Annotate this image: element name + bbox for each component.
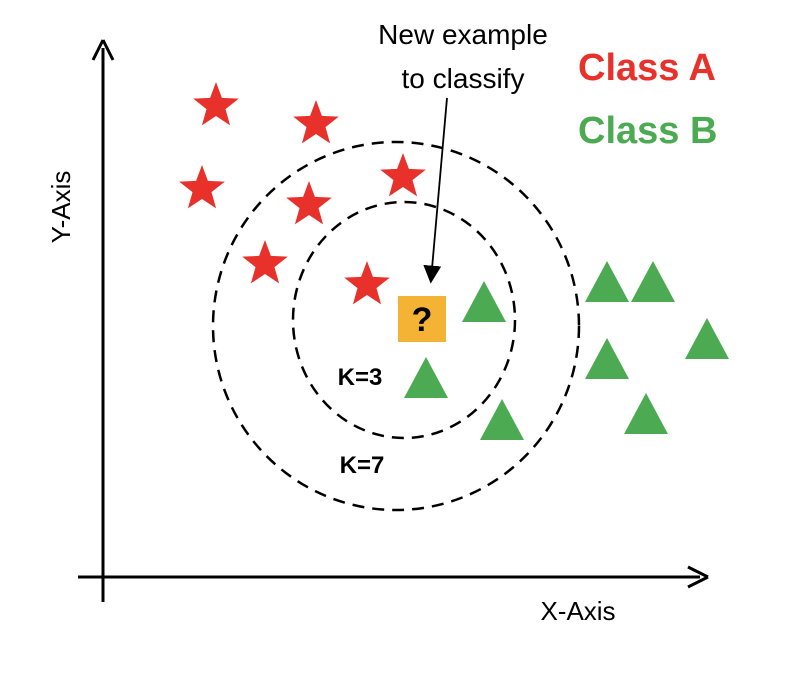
query-point: ? xyxy=(398,296,446,342)
star-icon xyxy=(193,82,239,126)
triangle-icon xyxy=(585,261,629,302)
legend-class-b: Class B xyxy=(578,110,717,152)
star-icon xyxy=(286,181,332,225)
legend-class-a: Class A xyxy=(578,47,716,89)
y-axis-arrowhead xyxy=(91,39,115,61)
k3-label: K=3 xyxy=(338,364,383,391)
triangle-icon xyxy=(462,281,506,322)
star-icon xyxy=(344,261,390,305)
query-box xyxy=(398,296,446,342)
triangle-icon xyxy=(480,399,524,440)
triangle-icon xyxy=(685,318,729,359)
triangle-icon xyxy=(631,261,675,302)
k7-label: K=7 xyxy=(340,452,385,479)
annotation-line-2: to classify xyxy=(402,63,525,94)
star-icon xyxy=(380,153,426,197)
x-axis-label: X-Axis xyxy=(540,596,615,626)
y-axis-label: Y-Axis xyxy=(46,171,76,244)
triangle-icon xyxy=(404,357,448,398)
question-mark-icon: ? xyxy=(412,301,433,339)
star-icon xyxy=(242,240,288,284)
triangle-icon xyxy=(624,393,668,434)
star-icon xyxy=(179,165,225,209)
k3-circle xyxy=(291,200,517,440)
class-a-points xyxy=(179,82,426,305)
class-b-points xyxy=(404,261,729,440)
annotation-line-1: New example xyxy=(378,19,548,50)
star-icon xyxy=(293,100,339,144)
x-axis-arrowhead xyxy=(687,565,709,589)
k7-circle xyxy=(211,140,581,512)
annotation-arrow xyxy=(423,97,448,284)
triangle-icon xyxy=(585,338,629,379)
